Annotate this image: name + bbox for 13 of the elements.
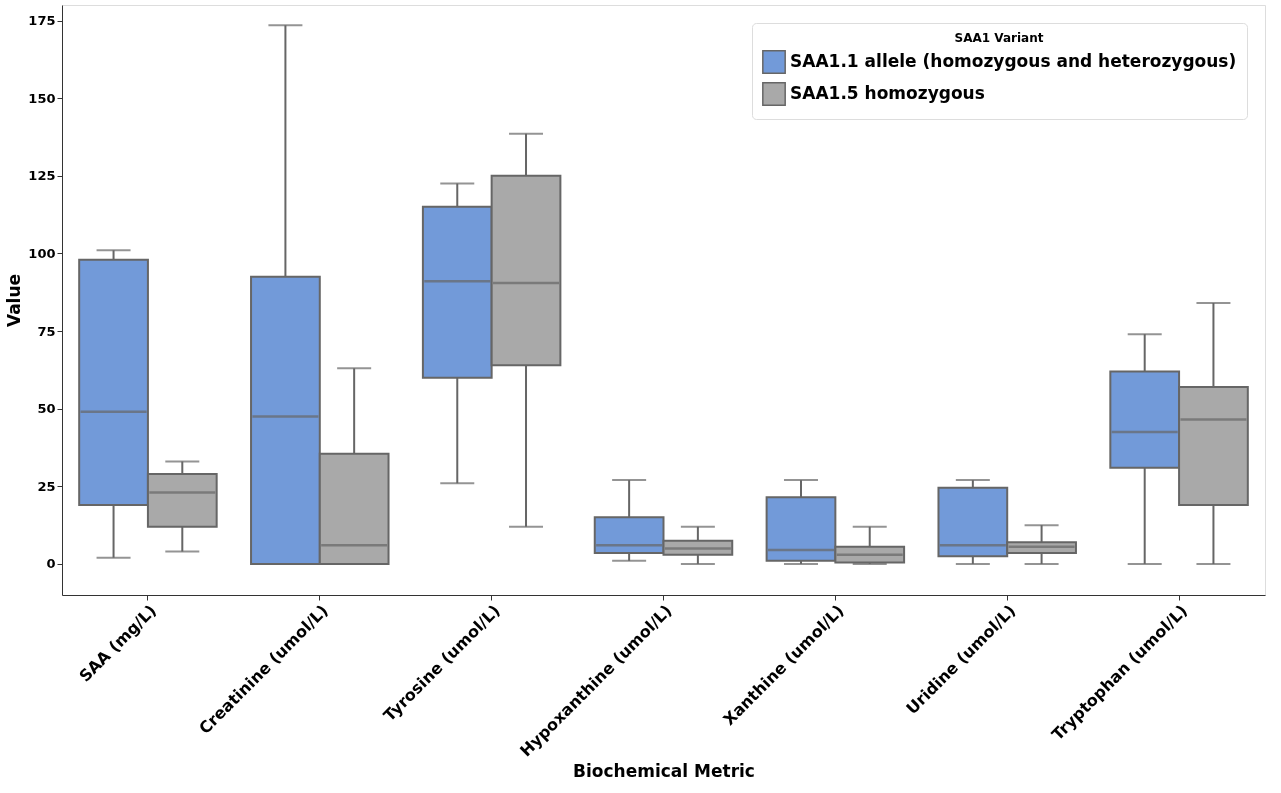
y-tick-label: 175: [28, 13, 56, 29]
y-tick-label: 25: [37, 478, 56, 494]
x-axis-title: Biochemical Metric: [573, 760, 755, 781]
legend-label: SAA1.5 homozygous: [790, 83, 985, 103]
y-tick-label: 125: [28, 168, 56, 184]
y-tick-label: 50: [37, 401, 56, 417]
y-tick-label: 75: [37, 323, 56, 339]
legend-title: SAA1 Variant: [954, 31, 1044, 45]
legend-label: SAA1.1 allele (homozygous and heterozygous): [790, 51, 1237, 71]
y-axis-title: Value: [4, 273, 25, 328]
y-tick-label: 150: [28, 90, 56, 106]
y-tick-label: 0: [46, 556, 56, 572]
y-tick-label: 100: [28, 245, 56, 261]
